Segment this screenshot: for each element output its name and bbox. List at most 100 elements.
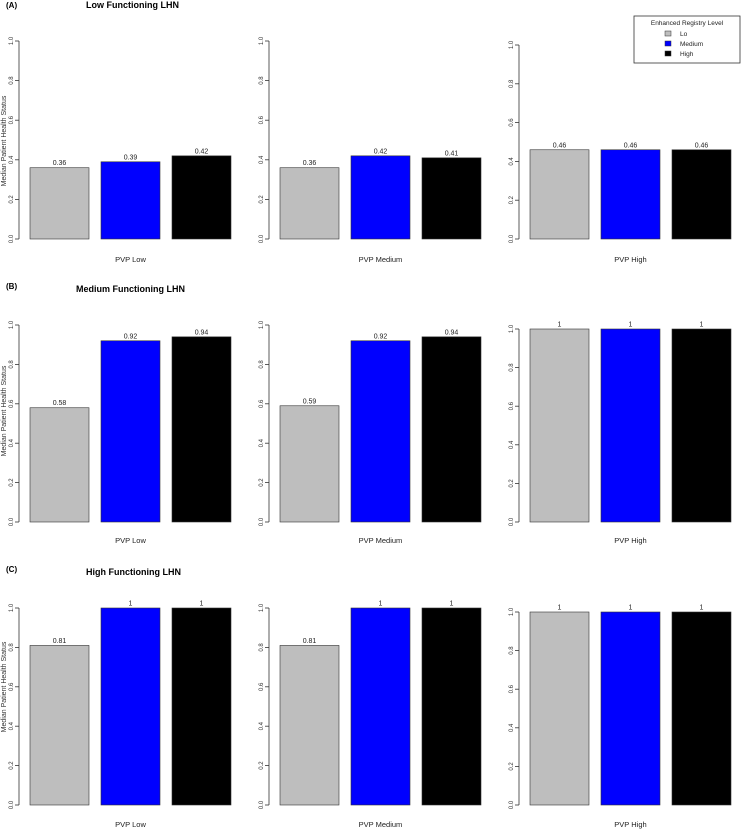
- y-tick-label: 0.8: [259, 76, 265, 85]
- subplot-3: 0.0 0.2 0.4 0.6 0.8 1.0 1 1 1 PVP High: [509, 605, 732, 829]
- x-group-label: PVP Medium: [359, 536, 403, 545]
- y-tick-label: 0.2: [259, 761, 265, 770]
- y-tick-label: 1.0: [9, 320, 15, 329]
- data-label: 1: [700, 322, 704, 329]
- legend-swatch-lo: [664, 30, 672, 37]
- y-tick-label: 0.2: [9, 195, 15, 204]
- bar-medium: [100, 607, 161, 806]
- panel-letter: (B): [6, 282, 17, 291]
- legend-swatch-medium: [664, 40, 672, 47]
- subplot-2: 0.0 0.2 0.4 0.6 0.8 1.0 0.59 0.92 0.94 PVP Medium: [259, 320, 482, 545]
- y-tick-label: 0.4: [259, 155, 265, 164]
- subplot-2: 0.0 0.2 0.4 0.6 0.8 1.0 0.36 0.42 0.41 PVP Medium: [259, 36, 482, 264]
- subplot-1: 0.0 0.2 0.4 0.6 0.8 1.0 Median Patient Health …: [1, 320, 232, 545]
- x-group-label: PVP Medium: [359, 820, 403, 829]
- data-label: 0.46: [695, 142, 709, 149]
- y-tick-label: 0.6: [9, 399, 15, 408]
- subplot-3: 0.0 0.2 0.4 0.6 0.8 1.0 1 1 1 PVP High: [509, 322, 732, 545]
- y-tick-label: 0.0: [259, 800, 265, 809]
- bar-lo: [529, 149, 590, 240]
- data-label: 1: [200, 601, 204, 608]
- y-tick-label: 0.6: [259, 115, 265, 124]
- bar-medium: [100, 161, 161, 240]
- bar-high: [671, 328, 732, 523]
- y-tick-label: 0.4: [509, 440, 515, 449]
- bar-high: [421, 157, 482, 240]
- y-axis-label: Median Patient Health Status: [1, 365, 8, 456]
- data-label: 1: [450, 601, 454, 608]
- y-tick-label: 0.6: [509, 401, 515, 410]
- data-label: 0.81: [303, 638, 317, 645]
- y-tick-label: 0.2: [9, 761, 15, 770]
- y-tick-label: 0.0: [259, 234, 265, 243]
- x-group-label: PVP Medium: [359, 255, 403, 264]
- data-label: 0.41: [445, 150, 459, 157]
- y-tick-label: 0.8: [259, 643, 265, 652]
- data-label: 1: [558, 322, 562, 329]
- panel-letter: (A): [6, 1, 17, 10]
- legend-swatch-high: [664, 50, 672, 57]
- bar-high: [671, 149, 732, 240]
- y-tick-label: 0.4: [9, 438, 15, 447]
- y-tick-label: 1.0: [509, 40, 515, 49]
- bar-medium: [600, 149, 661, 240]
- data-label: 0.36: [53, 160, 67, 167]
- y-tick-label: 0.2: [259, 478, 265, 487]
- y-tick-label: 0.6: [509, 684, 515, 693]
- bar-high: [171, 336, 232, 523]
- data-label: 0.46: [624, 142, 638, 149]
- bar-medium: [350, 340, 411, 523]
- panel-title: Low Functioning LHN: [86, 0, 179, 10]
- data-label: 1: [129, 601, 133, 608]
- bar-lo: [279, 405, 340, 523]
- data-label: 1: [629, 322, 633, 329]
- legend-box: [633, 15, 741, 64]
- y-tick-label: 0.2: [509, 479, 515, 488]
- legend-label-high: High: [680, 51, 694, 58]
- x-group-label: PVP Low: [115, 255, 146, 264]
- bar-lo: [29, 407, 90, 523]
- bar-lo: [29, 645, 90, 806]
- y-tick-label: 1.0: [9, 36, 15, 45]
- y-tick-label: 0.8: [509, 79, 515, 88]
- y-tick-label: 0.4: [259, 721, 265, 730]
- data-label: 0.58: [53, 400, 67, 407]
- bar-medium: [350, 155, 411, 240]
- y-tick-label: 0.0: [259, 517, 265, 526]
- y-tick-label: 0.4: [9, 721, 15, 730]
- bar-high: [671, 611, 732, 806]
- y-tick-label: 1.0: [509, 324, 515, 333]
- y-tick-label: 1.0: [509, 607, 515, 616]
- data-label: 1: [558, 605, 562, 612]
- y-tick-label: 0.8: [9, 76, 15, 85]
- legend-label-medium: Medium: [680, 41, 703, 48]
- legend-label-lo: Lo: [680, 31, 688, 38]
- subplot-2: 0.0 0.2 0.4 0.6 0.8 1.0 0.81 1 1 PVP Medium: [259, 601, 482, 829]
- bar-high: [171, 155, 232, 240]
- y-tick-label: 0.6: [509, 118, 515, 127]
- legend: Enhanced Registry Level Lo Medium High: [633, 15, 741, 64]
- y-tick-label: 0.8: [509, 646, 515, 655]
- y-tick-label: 0.4: [509, 157, 515, 166]
- data-label: 0.81: [53, 638, 67, 645]
- y-tick-label: 0.0: [9, 234, 15, 243]
- y-tick-label: 1.0: [259, 36, 265, 45]
- data-label: 0.36: [303, 160, 317, 167]
- x-group-label: PVP High: [614, 536, 646, 545]
- x-group-label: PVP Low: [115, 820, 146, 829]
- panel-1: (A) Low Functioning LHN 0.0 0.2 0.4 0.6 0.8 1.0…: [1, 0, 732, 264]
- legend-title: Enhanced Registry Level: [651, 20, 724, 27]
- bar-lo: [279, 167, 340, 240]
- bar-medium: [350, 607, 411, 806]
- bar-high: [171, 607, 232, 806]
- y-tick-label: 0.4: [509, 723, 515, 732]
- panel-3: (C) High Functioning LHN 0.0 0.2 0.4 0.6 0.8 1.…: [1, 565, 732, 829]
- x-group-label: PVP High: [614, 820, 646, 829]
- subplot-3: 0.0 0.2 0.4 0.6 0.8 1.0 0.46 0.46 0.46 PVP High: [509, 40, 732, 264]
- y-tick-label: 1.0: [9, 603, 15, 612]
- x-group-label: PVP Low: [115, 536, 146, 545]
- y-tick-label: 1.0: [259, 320, 265, 329]
- subplot-1: 0.0 0.2 0.4 0.6 0.8 1.0 Median Patient Health …: [1, 601, 232, 829]
